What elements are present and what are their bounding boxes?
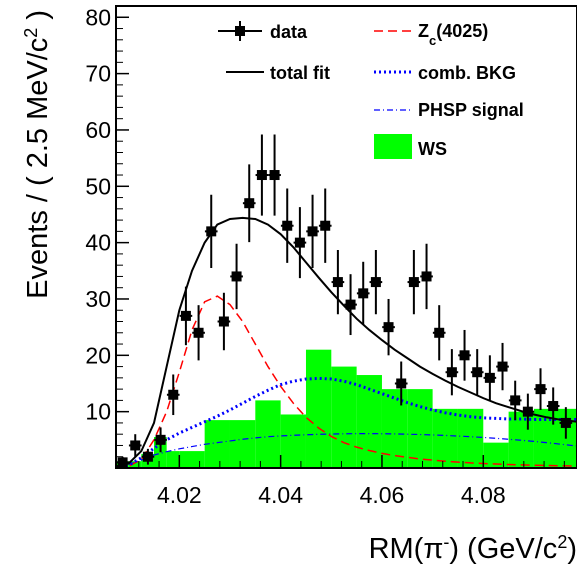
data-point [166, 374, 180, 416]
data-point [559, 407, 573, 439]
data-point [496, 342, 509, 391]
legend-label-zc4025: Zc(4025) [418, 21, 488, 48]
plot-frame [115, 5, 577, 469]
total-fit-curve [115, 216, 577, 468]
ws-bin [128, 461, 142, 468]
comb-bkg-curve [115, 376, 577, 469]
data-point [230, 243, 243, 310]
legend-label-ws: WS [418, 139, 447, 159]
ws-bin [407, 389, 433, 468]
ws-bin [533, 408, 577, 468]
data-point [280, 188, 294, 263]
y-tick-label: 20 [85, 342, 111, 368]
ws-bin [508, 411, 534, 468]
legend-label-total-fit: total fit [270, 63, 330, 83]
ws-bin [457, 408, 484, 468]
data-point [331, 249, 345, 315]
data-point [141, 448, 155, 465]
data-point [470, 349, 484, 396]
data-point [458, 329, 471, 381]
zc4025-curve [115, 295, 577, 469]
legend-entry-data [218, 21, 262, 41]
axes: 10 20 30 40 50 60 70 80 4.02 4.04 4.06 4.08 [85, 4, 565, 508]
y-tick-label: 80 [85, 4, 111, 30]
data-point [255, 134, 269, 216]
data-point [217, 292, 231, 351]
ws-bin [179, 451, 205, 468]
x-tick-label: 4.06 [360, 482, 405, 508]
x-axis-title: RM(π-) (GeV/c2) [369, 532, 577, 565]
ws-bin [229, 420, 256, 468]
phsp-signal-curve [115, 433, 577, 469]
legend-label-comb-bkg: comb. BKG [418, 63, 516, 83]
fit-curves [115, 216, 577, 469]
y-tick-label: 10 [85, 399, 111, 425]
ws-bin [166, 451, 180, 468]
data-point [432, 305, 446, 361]
data-point [242, 164, 256, 243]
data-point [546, 387, 560, 425]
y-tick-label: 50 [85, 173, 111, 199]
ws-bin [280, 414, 306, 468]
data-point [306, 194, 319, 268]
ws-bin [305, 349, 332, 468]
legend-label-phsp-signal: PHSP signal [418, 100, 524, 120]
y-tick-label: 70 [85, 61, 111, 87]
legend-entry-ws [374, 134, 412, 159]
data-point [128, 434, 142, 457]
data-point [382, 298, 395, 356]
data-point [407, 249, 421, 315]
data-point [394, 361, 408, 406]
data-point [204, 194, 218, 268]
ws-bin [432, 408, 458, 468]
y-tick-label: 30 [85, 286, 111, 312]
data-point [483, 355, 497, 401]
data-point [369, 249, 383, 315]
data-point [293, 207, 307, 279]
data-point [508, 380, 522, 421]
y-tick-label: 60 [85, 117, 111, 143]
x-tick-label: 4.08 [461, 482, 506, 508]
data-point [268, 134, 281, 216]
ws-bin [255, 400, 281, 468]
data-point [344, 274, 357, 336]
data-point [318, 188, 332, 263]
data-points [116, 134, 573, 468]
data-point [179, 286, 193, 346]
x-tick-label: 4.02 [157, 482, 202, 508]
data-point [192, 305, 205, 361]
x-tick-label: 4.04 [258, 482, 303, 508]
data-point [521, 393, 535, 430]
data-point [534, 368, 547, 410]
y-tick-label: 40 [85, 230, 111, 256]
legend-label-data: data [270, 22, 308, 42]
data-point [356, 261, 370, 325]
legend: data total fit Zc(4025) comb. BKG PHSP signa… [218, 21, 524, 159]
data-point [154, 427, 167, 453]
data-point [420, 243, 433, 310]
y-axis-title: Events / ( 2.5 MeV/c2 ) [21, 10, 54, 299]
ws-bin [331, 366, 357, 468]
data-point [445, 349, 459, 396]
